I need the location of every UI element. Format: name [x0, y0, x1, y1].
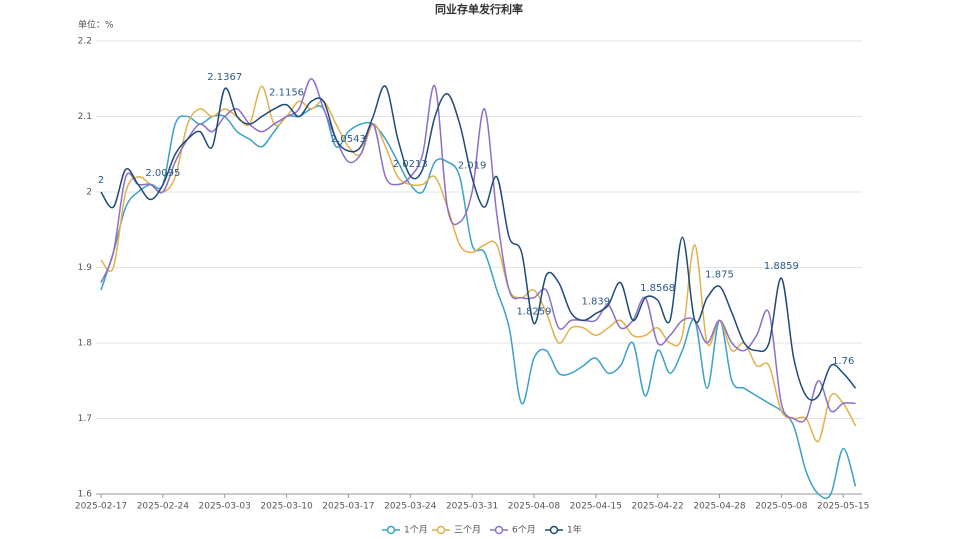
- value-label: 1.839: [581, 297, 610, 308]
- x-tick-label: 2025-03-03: [199, 502, 251, 512]
- value-label: 2.0213: [393, 159, 428, 170]
- legend-marker: [549, 525, 559, 535]
- value-label: 2.019: [458, 161, 487, 172]
- line-series: [100, 77, 856, 423]
- y-tick-label: 1.9: [78, 263, 93, 273]
- y-tick-label: 1.7: [78, 414, 92, 424]
- x-tick-label: 2025-04-28: [693, 502, 746, 512]
- legend-marker: [494, 525, 504, 535]
- x-tick-label: 2025-02-24: [137, 502, 190, 512]
- x-tick-label: 2025-04-08: [508, 502, 561, 512]
- y-tick-label: 1.6: [78, 490, 93, 500]
- legend-marker: [436, 525, 446, 535]
- y-axis-label: 单位：%: [78, 19, 114, 31]
- x-tick-label: 2025-02-17: [75, 502, 127, 512]
- y-tick-label: 2.2: [78, 37, 92, 47]
- value-label: 1.76: [832, 356, 854, 367]
- chart-title: 同业存单发行利率: [435, 2, 523, 16]
- value-label: 1.8259: [516, 306, 551, 317]
- value-label: 1.8568: [640, 283, 675, 294]
- x-tick-label: 2025-03-17: [322, 502, 374, 512]
- legend-label: 1年: [567, 524, 582, 536]
- x-tick-label: 2025-04-22: [631, 502, 683, 512]
- value-label: 2.0095: [145, 168, 180, 179]
- x-tick-label: 2025-05-15: [817, 502, 869, 512]
- line-series: [100, 85, 857, 443]
- value-label: 1.8859: [764, 261, 799, 272]
- line-series: [100, 85, 857, 401]
- value-label: 2.1156: [269, 88, 304, 99]
- value-label: 1.875: [705, 269, 734, 280]
- legend-label: 6个月: [512, 525, 536, 536]
- y-tick-label: 1.8: [78, 339, 93, 349]
- line-series: [100, 105, 857, 500]
- value-label: 2: [98, 175, 104, 186]
- y-tick-label: 2.1: [78, 112, 92, 122]
- legend-label: 三个月: [454, 525, 481, 536]
- x-tick-label: 2025-03-24: [384, 502, 437, 512]
- x-tick-label: 2025-03-10: [260, 502, 313, 512]
- value-label: 2.0543: [331, 134, 366, 145]
- x-tick-label: 2025-05-08: [755, 502, 808, 512]
- x-tick-label: 2025-04-15: [570, 502, 622, 512]
- x-tick-label: 2025-03-31: [446, 502, 498, 512]
- legend-marker: [386, 525, 396, 535]
- value-label: 2.1367: [207, 72, 242, 83]
- y-tick-label: 2: [86, 188, 92, 198]
- legend-label: 1个月: [404, 525, 428, 536]
